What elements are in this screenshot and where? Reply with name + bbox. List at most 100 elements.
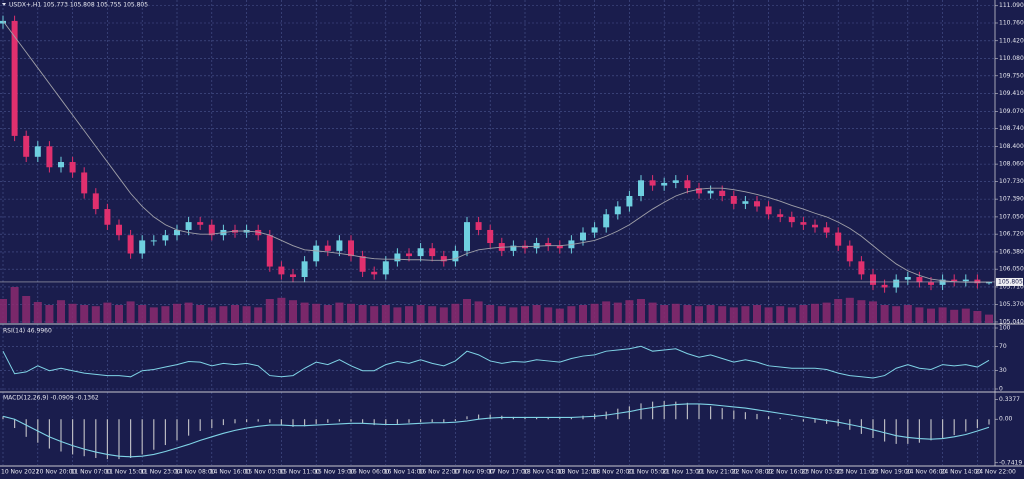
volume-bar [277,297,286,323]
volume-bar [300,302,309,323]
candle-body [208,224,215,236]
x-tick-label: 22 Nov 16:00 [767,469,808,476]
volume-bar [613,302,622,323]
candle-body [336,240,343,251]
candle-body [707,190,714,194]
candle-body [464,222,470,251]
y-tick-label: 105.040 [999,318,1024,325]
volume-bar [706,305,715,323]
x-tick-label: 23 Nov 19:00 [871,469,912,476]
volume-bar [126,301,135,323]
x-tick-label: 14 Nov 08:00 [175,469,216,476]
candle-body [417,248,424,257]
volume-bar [57,300,65,323]
volume-bar [207,307,216,323]
x-tick-label: 15 Nov 19:00 [314,469,355,476]
candle-body [406,253,412,257]
candle-body [649,180,656,186]
y-tick-label: 108.400 [999,143,1024,150]
volume-bar [532,305,541,323]
y-tick-label: 110.080 [999,55,1024,62]
volume-bar [637,299,645,323]
y-tick-label: 110.760 [999,19,1024,26]
volume-bar [312,303,321,323]
volume-bar [857,300,866,323]
x-tick-label: 11 Nov 07:00 [71,469,112,476]
volume-bar [45,305,54,323]
volume-bar [439,307,448,323]
candle-body [777,214,784,217]
volume-bar [381,305,390,323]
last-price-label: 105.805 [998,278,1023,285]
candle-body [290,274,296,278]
x-tick-label: 23 Nov 03:00 [801,469,842,476]
x-tick-label: 15 Nov 11:00 [279,469,320,476]
candle-body [359,256,366,272]
candle-body [487,229,494,244]
candle-body [255,229,262,236]
candle-body [916,277,923,283]
candle-body [684,180,691,189]
candle-body [324,245,331,251]
volume-bar [196,305,205,323]
volume-bar [892,306,901,323]
volume-bar [579,305,587,323]
y-tick-label: 105.710 [999,283,1024,290]
candle-body [266,235,273,267]
volume-bar [323,305,332,323]
candle-body [881,284,888,288]
volume-bar [22,296,31,323]
y-tick-label: 107.730 [999,178,1024,185]
x-tick-label: 18 Nov 04:00 [523,469,564,476]
candle-body [162,235,169,241]
candle-body [556,245,563,249]
x-tick-label: 16 Nov 06:00 [349,469,390,476]
candle-body [429,248,436,257]
x-tick-label: 24 Nov 22:00 [975,469,1016,476]
volume-bar [91,306,100,323]
y-tick-label: 0.00 [999,416,1013,423]
y-tick-label: 106.720 [999,231,1024,238]
y-tick-label: 107.390 [999,196,1024,203]
candle-body [626,195,633,207]
candle-body [34,146,41,157]
candle-body [696,188,702,194]
x-tick-label: 15 Nov 03:00 [245,469,286,476]
candle-body [661,182,668,186]
volume-bar [10,287,19,323]
volume-bar [289,300,297,323]
candle-body [754,201,760,207]
volume-bar [683,305,692,323]
candle-body [928,282,934,285]
candle-body [893,279,900,288]
volume-bar [660,305,669,323]
volume-bar [242,306,251,323]
y-tick-label: 108.060 [999,161,1024,168]
candle-body [301,261,308,278]
volume-bar [799,305,808,323]
candle-body [452,250,459,262]
candle-body [475,222,482,230]
volume-bar [544,307,553,323]
candle-body [174,229,180,236]
volume-bar [0,299,7,323]
candle-body [614,206,621,215]
candle-body [69,162,76,173]
candle-body [870,274,876,285]
volume-bar [33,302,42,323]
candle-body [835,232,842,246]
candle-body [371,271,378,275]
x-tick-label: 22 Nov 08:00 [732,469,773,476]
y-tick-label: 109.070 [999,108,1024,115]
candle-body [730,195,737,204]
candle-body [81,172,88,194]
candle-body [823,227,830,233]
candle-body [951,279,958,282]
volume-bar [68,303,77,323]
volume-bar [950,309,959,323]
candle-body [962,279,969,282]
volume-bar [80,305,89,323]
volume-bar [915,307,924,323]
